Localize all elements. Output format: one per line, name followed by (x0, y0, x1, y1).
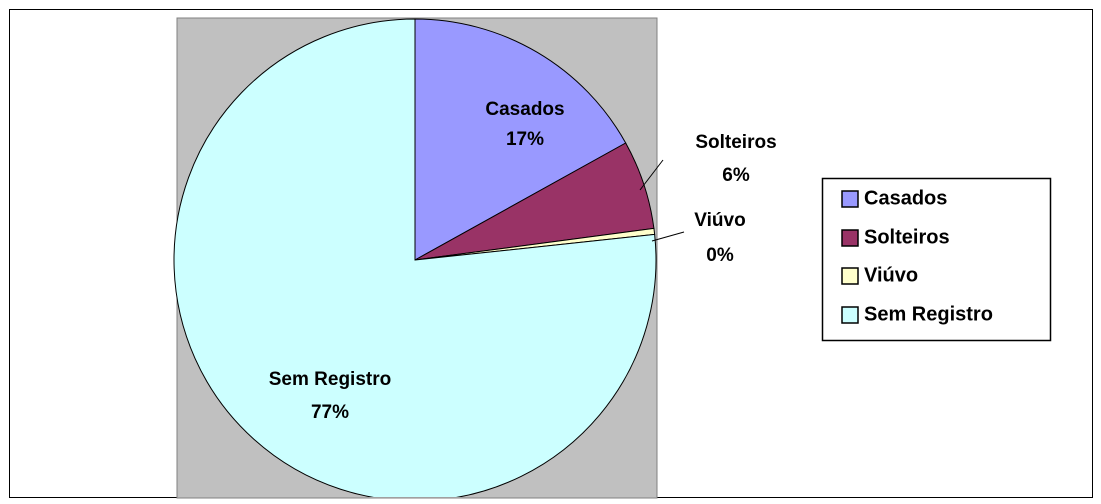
legend-box (821, 177, 1052, 342)
pie-slice (173, 18, 657, 497)
legend-label: Casados (864, 187, 947, 209)
legend-swatch (841, 229, 859, 247)
pie (173, 18, 657, 497)
data-label-name: Sem Registro (269, 369, 391, 390)
data-label-name: Casados (485, 99, 564, 120)
data-label-value: 77% (311, 402, 349, 423)
data-label-value: 0% (706, 245, 734, 266)
legend-label: Solteiros (864, 226, 950, 248)
data-label-name: Solteiros (695, 132, 776, 153)
data-label-value: 6% (722, 165, 750, 186)
data-label-value: 17% (506, 129, 544, 150)
leader-line (651, 231, 685, 242)
legend-swatch (841, 267, 859, 285)
data-label-name: Viúvo (694, 210, 745, 231)
legend-label: Viúvo (864, 264, 918, 286)
legend-label: Sem Registro (864, 303, 993, 325)
pie-slice (414, 18, 627, 261)
legend-swatch (841, 306, 859, 324)
leader-line (639, 159, 664, 191)
legend-swatch (841, 190, 859, 208)
